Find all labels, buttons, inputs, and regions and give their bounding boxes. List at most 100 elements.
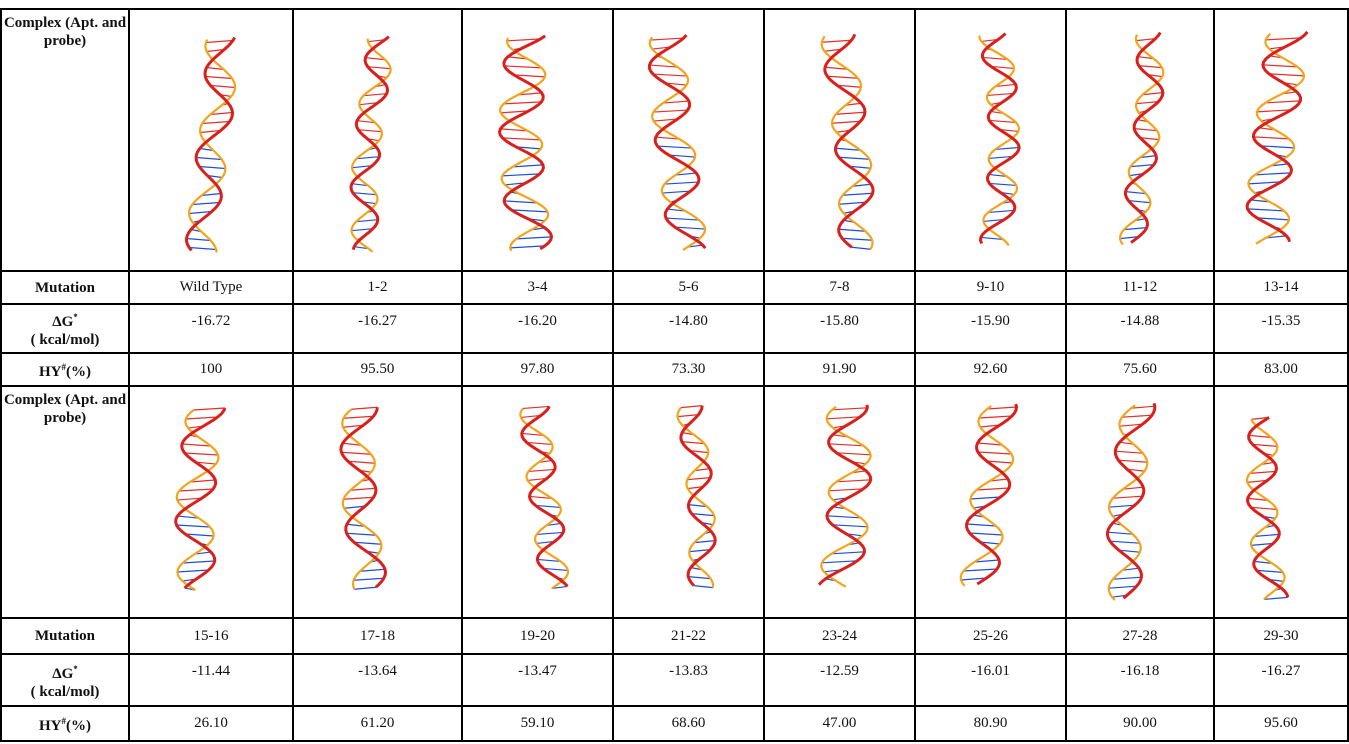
base-pair [1123, 227, 1147, 231]
label-text: (%) [66, 364, 91, 380]
mutation-cell: 17-18 [292, 617, 463, 655]
base-pair [980, 236, 1004, 241]
dg-cell: -14.88 [1065, 303, 1215, 354]
base-pair [521, 432, 544, 437]
row-label: HY#(%) [0, 352, 130, 387]
base-pair [354, 586, 377, 590]
base-pair [1260, 145, 1295, 149]
dg-cell: -16.27 [1213, 653, 1349, 707]
dg-cell: -11.44 [128, 653, 294, 707]
base-pair [836, 479, 871, 483]
mutation-row: Mutation Wild Type 1-2 3-4 5-6 7-8 9-10 11-12 13… [0, 270, 1349, 305]
base-pair [347, 460, 375, 464]
base-pair [351, 406, 378, 410]
aptamer-strand [1124, 31, 1165, 244]
hy-cell: 59.10 [461, 705, 614, 742]
label-text: Complex (Apt. and probe) [3, 392, 127, 426]
base-pair [1248, 434, 1272, 438]
base-pair [845, 102, 862, 106]
base-pair [1130, 164, 1154, 168]
base-pair [826, 515, 861, 519]
dg-cell: -16.01 [914, 653, 1067, 707]
base-pair [356, 156, 380, 160]
base-pair [1137, 56, 1154, 60]
aptamer-strand [497, 34, 554, 251]
probe-strand [1118, 34, 1165, 246]
base-pair [1251, 542, 1274, 546]
image-row: Complex (Apt. and probe) [0, 8, 1349, 272]
base-pair [207, 174, 223, 179]
base-pair [966, 523, 996, 527]
dg-cell: -16.20 [461, 303, 614, 354]
dg-row: ΔG*( kcal/mol) -11.44 -13.64 -13.47 -13.83 -1… [0, 653, 1349, 707]
base-pair [343, 496, 374, 500]
base-pair [199, 147, 214, 152]
base-pair [186, 237, 211, 242]
base-pair [507, 56, 528, 60]
base-pair [835, 111, 866, 115]
base-pair [512, 164, 544, 168]
base-pair [1121, 414, 1153, 418]
base-pair [1122, 567, 1140, 571]
base-pair [650, 37, 684, 41]
aptamer-strand [184, 36, 236, 252]
base-pair [546, 522, 562, 527]
base-pair [836, 452, 871, 456]
image-cell [1213, 385, 1349, 619]
base-pair [517, 92, 542, 96]
hy-cell: 75.60 [1065, 352, 1215, 387]
base-pair [649, 64, 678, 68]
base-pair [826, 416, 861, 420]
base-pair [842, 237, 873, 241]
hy-cell: 97.80 [461, 352, 614, 387]
dg-cell: -13.64 [292, 653, 463, 707]
mutation-cell: Wild Type [128, 270, 294, 305]
probe-strand [175, 409, 220, 591]
molecule-structure [519, 405, 570, 590]
aptamer-strand [823, 33, 875, 249]
base-pair [1142, 92, 1163, 96]
hy-cell: 92.60 [914, 352, 1067, 387]
base-pair [979, 415, 1013, 419]
image-cell [128, 385, 294, 619]
mutation-cell: 21-22 [612, 617, 765, 655]
base-pair [1254, 172, 1291, 176]
base-pair [346, 523, 365, 527]
base-pair [677, 414, 699, 418]
base-pair [1138, 65, 1163, 69]
base-pair [1136, 38, 1156, 42]
label-text: ΔG [52, 665, 74, 682]
dg-cell: -13.83 [612, 653, 765, 707]
base-pair [990, 65, 1015, 70]
base-pair [693, 585, 713, 589]
base-pair [1265, 235, 1287, 239]
base-pair [1136, 101, 1159, 105]
base-pair [976, 487, 1009, 491]
aptamer-strand [679, 405, 717, 587]
dg-cell: -16.18 [1065, 653, 1215, 707]
probe-strand [820, 35, 874, 250]
base-pair [989, 119, 1017, 124]
image-cell [763, 385, 916, 619]
aptamer-strand [349, 35, 390, 251]
base-pair [1108, 585, 1137, 589]
probe-strand [1247, 33, 1306, 245]
base-pair [205, 75, 233, 80]
base-pair [1125, 191, 1146, 195]
base-pair [831, 551, 865, 555]
base-pair [653, 109, 688, 113]
probe-strand [1245, 418, 1286, 601]
base-pair [664, 181, 699, 185]
base-pair [1247, 497, 1269, 501]
base-pair [346, 532, 377, 536]
dg-cell: -14.80 [612, 303, 765, 354]
label-text: ( kcal/mol) [30, 332, 100, 348]
image-cell [763, 8, 916, 272]
base-pair [980, 541, 1000, 545]
image-row: Complex (Apt. and probe) [0, 385, 1349, 619]
base-pair [969, 532, 1003, 536]
dg-cell: -15.35 [1213, 303, 1349, 354]
image-cell [1065, 8, 1215, 272]
hy-cell: 80.90 [914, 705, 1067, 742]
